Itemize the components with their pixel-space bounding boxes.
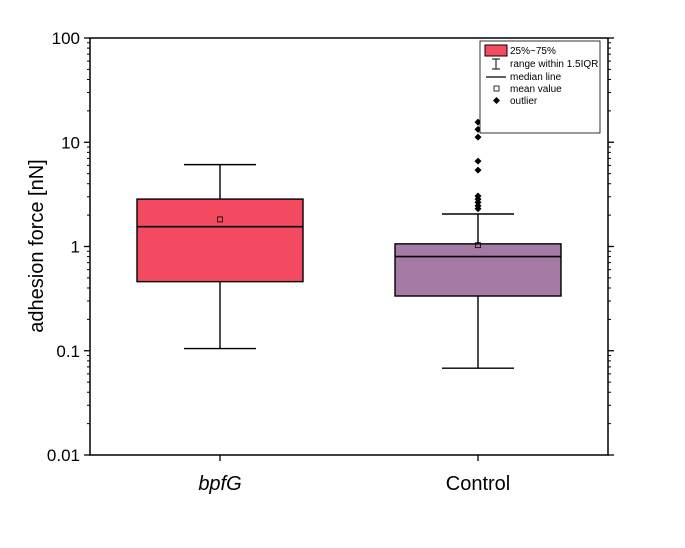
legend: 25%~75% range within 1.5IQR median line …	[479, 40, 601, 134]
outlier-point-control	[474, 157, 482, 165]
y-tick-label: 100	[52, 29, 80, 48]
y-axis-label: adhesion force [nN]	[26, 159, 48, 332]
outlier-point-control	[474, 166, 482, 174]
y-tick-label: 1	[71, 238, 80, 257]
y-tick-label: 10	[61, 133, 80, 152]
outlier-point-control	[474, 202, 482, 210]
category-label-control: Control	[446, 473, 510, 495]
legend-label-outlier: outlier	[510, 96, 538, 107]
box-bpfg	[136, 198, 304, 283]
mean-marker-bpfg	[217, 216, 223, 223]
mean-marker-control	[475, 242, 481, 249]
legend-symbol-box	[484, 44, 508, 57]
box-control	[394, 243, 562, 297]
legend-label-whisker: range within 1.5IQR	[510, 59, 598, 70]
legend-label-box: 25%~75%	[510, 46, 556, 57]
category-label-bpfg: bpfG	[198, 473, 241, 495]
outlier-point-control	[474, 133, 482, 141]
legend-label-median: median line	[510, 72, 562, 83]
outlier-point-control	[474, 192, 482, 200]
legend-label-mean: mean value	[510, 84, 562, 95]
legend-symbol-mean	[493, 85, 500, 92]
legend-symbol-outlier	[493, 97, 500, 104]
y-tick-label: 0.1	[56, 342, 80, 361]
y-tick-label: 0.01	[47, 446, 80, 465]
